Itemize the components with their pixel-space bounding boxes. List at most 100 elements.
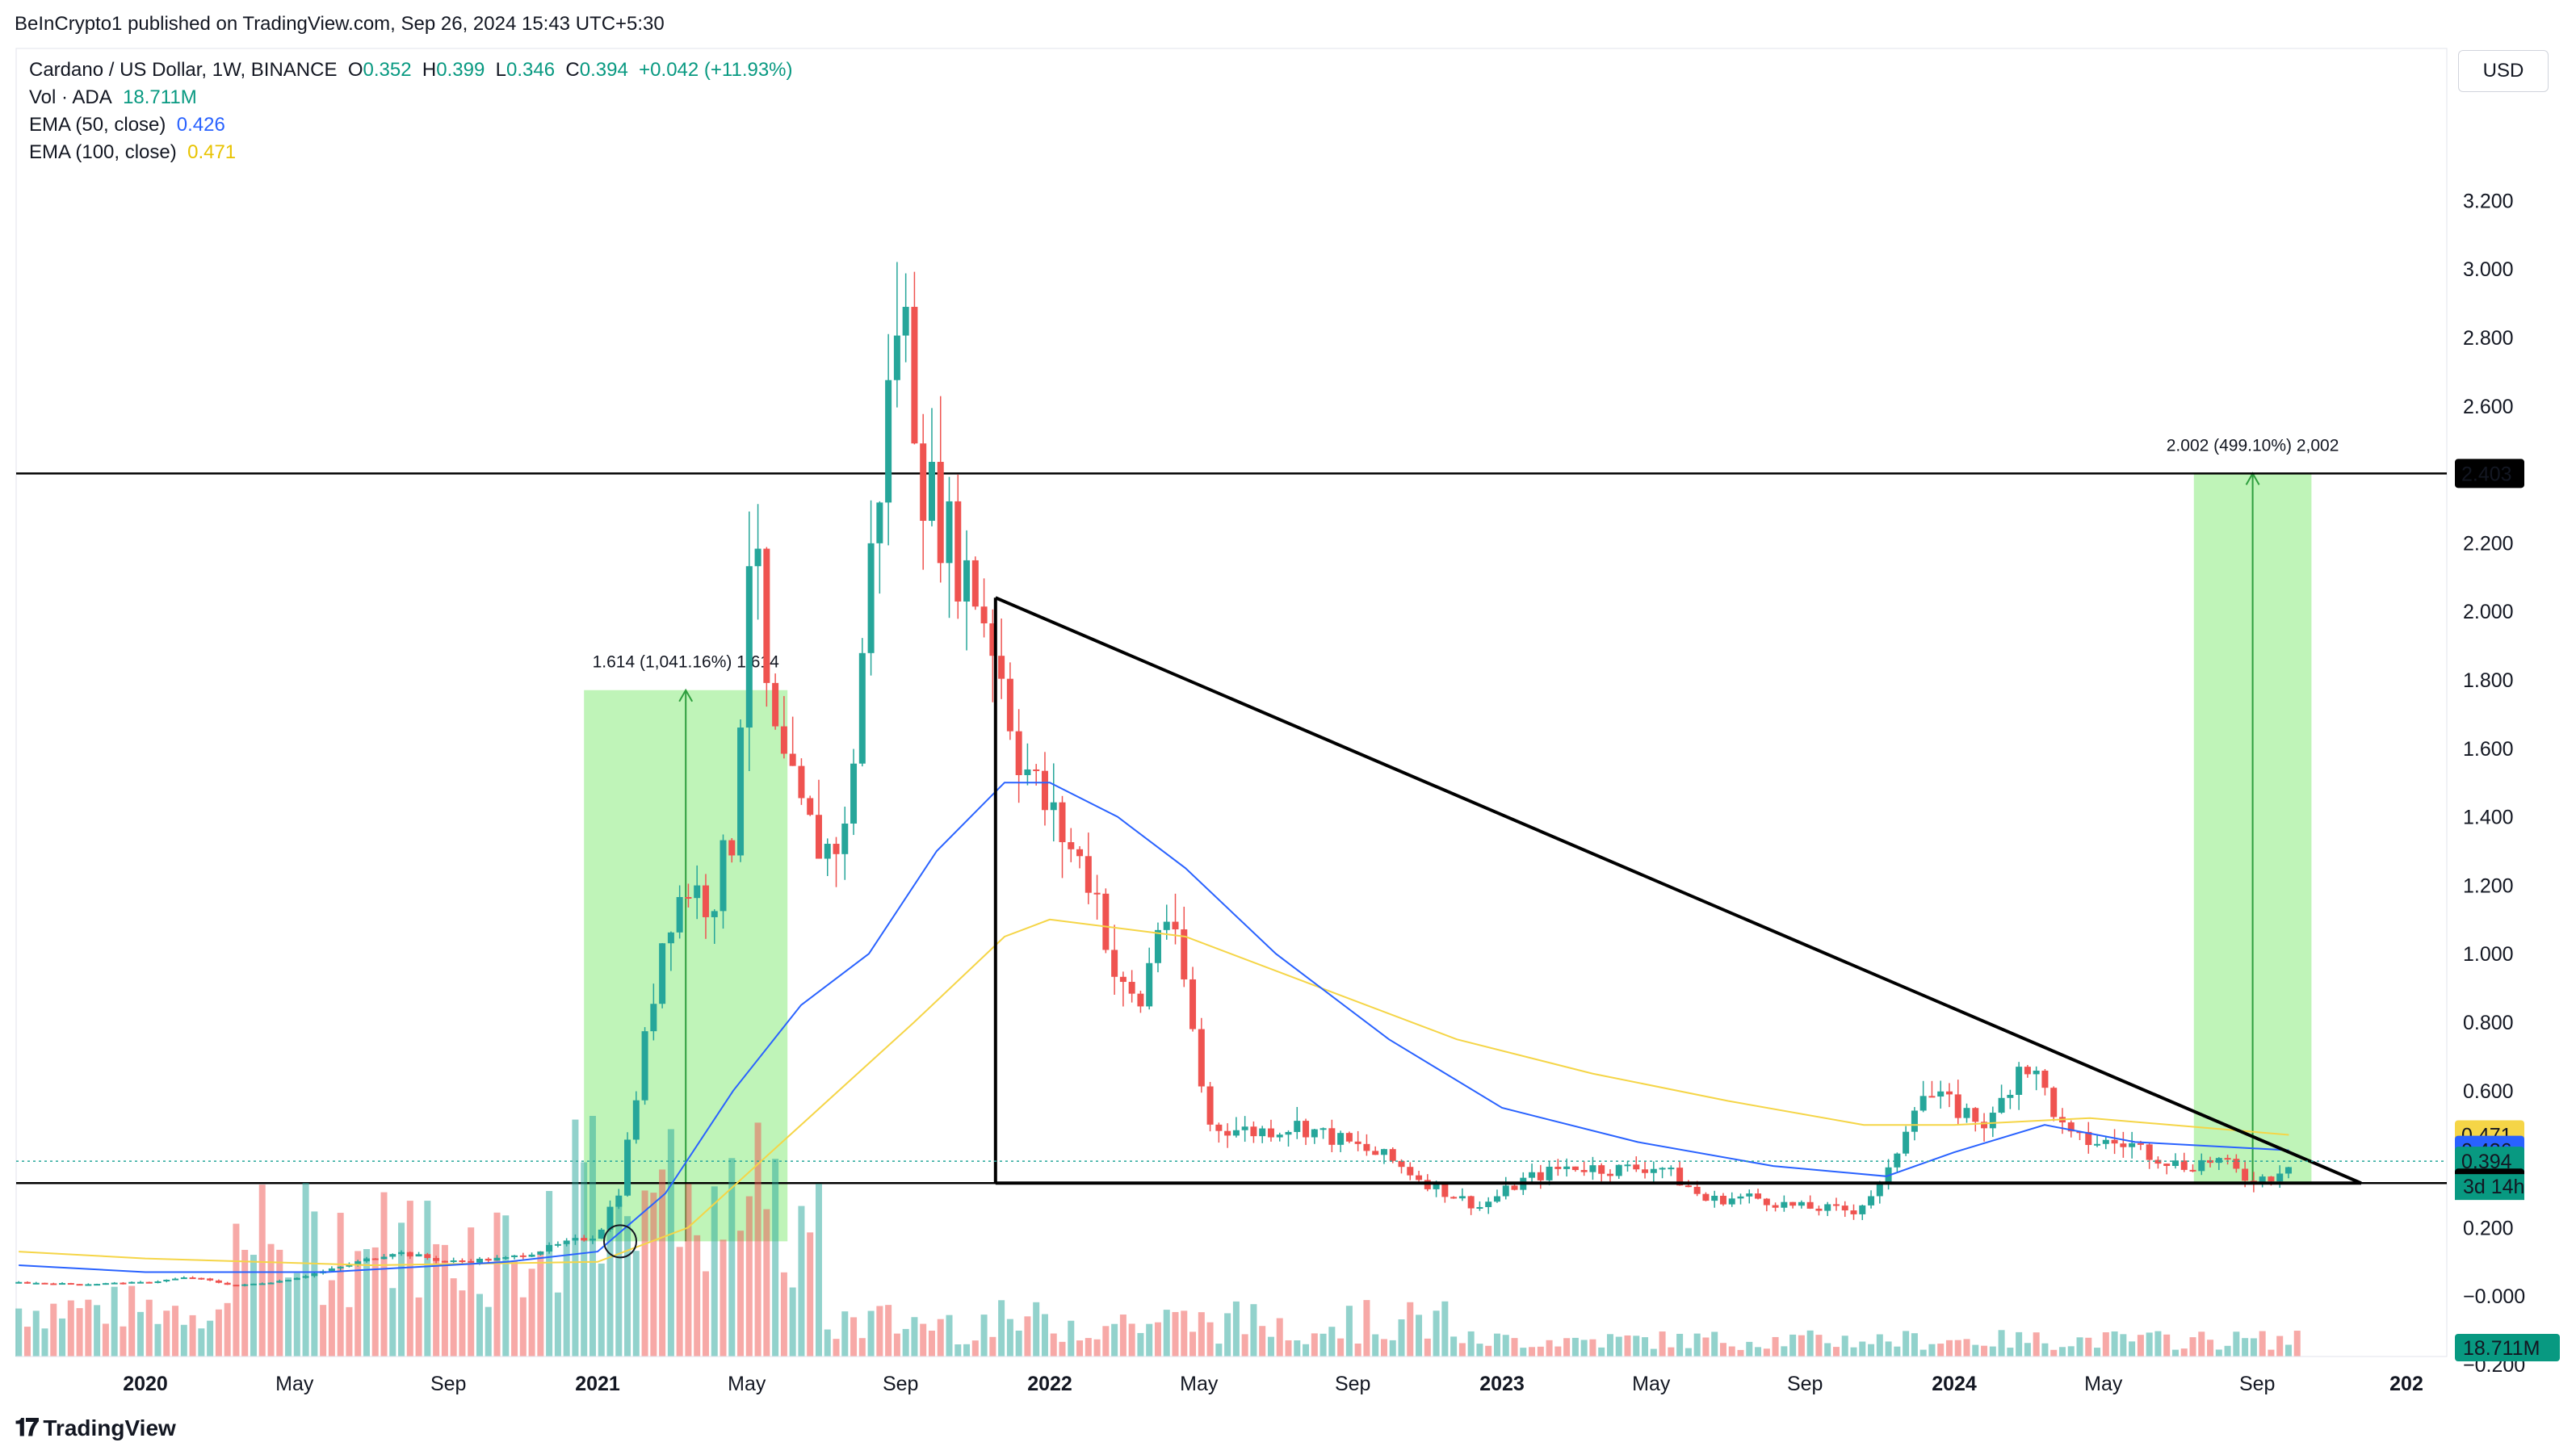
candle-body (1633, 1164, 1640, 1170)
volume-bar (2215, 1349, 2222, 1356)
candle-body (111, 1282, 118, 1285)
candle-body (2137, 1143, 2144, 1145)
candle-body (215, 1280, 222, 1283)
volume-bar (554, 1292, 561, 1356)
candle-body (546, 1244, 553, 1252)
candle-body (180, 1277, 187, 1280)
candle-body (189, 1277, 196, 1280)
volume-bar (258, 1185, 266, 1356)
volume-bar (858, 1338, 866, 1356)
candle-body (1928, 1096, 1936, 1098)
candle-body (1076, 849, 1084, 857)
volume-bar (1441, 1301, 1449, 1356)
volume-bar (1189, 1331, 1197, 1356)
descending-trendline[interactable] (995, 596, 2362, 1185)
volume-bar (1954, 1340, 1961, 1356)
volume-bar (937, 1319, 944, 1356)
candle-body (641, 1031, 648, 1101)
volume-bar (1085, 1338, 1092, 1356)
volume-bar (1154, 1322, 1161, 1356)
candle-body (1345, 1133, 1353, 1142)
candle-body (798, 765, 805, 799)
candle-body (2276, 1173, 2284, 1182)
volume-bar (2050, 1349, 2058, 1356)
candle-body (363, 1258, 370, 1262)
volume-bar (1206, 1322, 1214, 1356)
volume-bar (928, 1331, 935, 1356)
candle-body (2233, 1159, 2240, 1169)
legend-ema100-row[interactable]: EMA (100, close) 0.471 (29, 139, 793, 166)
candle-body (1859, 1205, 1866, 1214)
volume-bar (1537, 1346, 1544, 1356)
candle-body (928, 462, 935, 522)
tradingview-logo[interactable]: 𝟏𝟕 TradingView (15, 1415, 176, 1442)
volume-bar (563, 1243, 570, 1356)
volume-bar (720, 1239, 727, 1356)
symbol-title[interactable]: Cardano / US Dollar, 1W, BINANCE (29, 59, 338, 81)
volume-bar (1676, 1333, 1684, 1356)
volume-bar (32, 1310, 40, 1356)
volume-bar (1433, 1310, 1440, 1356)
volume-bar (841, 1311, 849, 1356)
legend-volume-row[interactable]: Vol · ADA 18.711M (29, 84, 793, 111)
y-tick-label: 2.800 (2463, 327, 2514, 350)
candle-body (241, 1284, 249, 1286)
volume-bar (537, 1251, 544, 1356)
volume-bar (154, 1323, 162, 1356)
volume-bar (2207, 1340, 2214, 1356)
candle-body (172, 1278, 179, 1281)
candle-body (1285, 1131, 1292, 1135)
candle-body (1232, 1130, 1240, 1136)
volume-bar (1563, 1338, 1571, 1356)
candle-body (2198, 1159, 2205, 1172)
volume-bar (398, 1222, 405, 1356)
candle-body (1015, 731, 1022, 775)
candle-body (911, 307, 918, 444)
volume-bar (1615, 1336, 1622, 1356)
candle-body (1241, 1126, 1248, 1130)
volume-label: Vol · ADA (29, 86, 112, 108)
candle-body (128, 1281, 136, 1284)
y-tick-label: 3.200 (2463, 190, 2514, 212)
ema50-line[interactable] (19, 782, 2289, 1273)
x-tick-label: May (275, 1373, 314, 1395)
ema100-line[interactable] (19, 918, 2289, 1267)
candle-body (1815, 1208, 1823, 1211)
candle-body (371, 1258, 379, 1260)
candle-body (1529, 1172, 1536, 1178)
legend-ema50-row[interactable]: EMA (50, close) 0.426 (29, 111, 793, 139)
candle-body (963, 560, 971, 602)
candle-body (2163, 1164, 2171, 1166)
volume-bar (293, 1273, 300, 1356)
volume-bar (1546, 1340, 1553, 1356)
candle-body (685, 896, 692, 899)
volume-bar (1303, 1344, 1310, 1356)
volume-bar (1998, 1330, 2005, 1356)
currency-button[interactable]: USD (2458, 50, 2549, 92)
volume-bar (1841, 1335, 1848, 1356)
volume-bar (519, 1297, 527, 1356)
candle-body (998, 656, 1005, 679)
breakout-circle[interactable] (603, 1224, 637, 1259)
candle-body (858, 652, 866, 764)
volume-bar (1380, 1339, 1387, 1356)
candle-body (250, 1283, 257, 1285)
volume-bar (1050, 1333, 1057, 1356)
candle-body (398, 1252, 405, 1255)
candle-body (1615, 1164, 1622, 1176)
volume-bar (302, 1183, 309, 1356)
volume-bar (276, 1249, 283, 1356)
candle-body (554, 1243, 561, 1246)
volume-bar (780, 1272, 787, 1356)
candle-body (1224, 1130, 1231, 1136)
volume-bar (1972, 1344, 1979, 1356)
candle-body (1746, 1193, 1753, 1197)
volume-bar (2094, 1348, 2101, 1356)
volume-bar (1093, 1339, 1101, 1356)
volume-bar (1945, 1340, 1953, 1356)
volume-bar (459, 1290, 466, 1356)
candle-body (355, 1261, 362, 1265)
candle-body (1642, 1169, 1649, 1173)
volume-bar (1476, 1344, 1483, 1356)
